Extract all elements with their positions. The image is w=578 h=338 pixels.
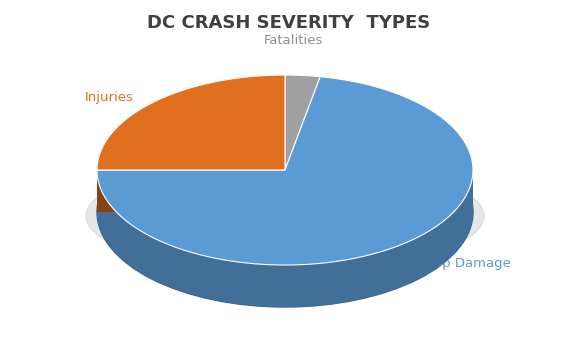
Polygon shape (97, 170, 285, 212)
Polygon shape (97, 77, 473, 265)
Polygon shape (97, 75, 285, 170)
Polygon shape (97, 170, 285, 212)
Polygon shape (285, 75, 320, 170)
Text: Injuries: Injuries (85, 91, 134, 104)
Text: Prop Damage: Prop Damage (421, 257, 511, 270)
Ellipse shape (86, 160, 484, 272)
Polygon shape (97, 170, 473, 307)
Ellipse shape (97, 117, 473, 307)
Text: Fatalities: Fatalities (263, 34, 323, 47)
Text: DC CRASH SEVERITY  TYPES: DC CRASH SEVERITY TYPES (147, 14, 431, 32)
